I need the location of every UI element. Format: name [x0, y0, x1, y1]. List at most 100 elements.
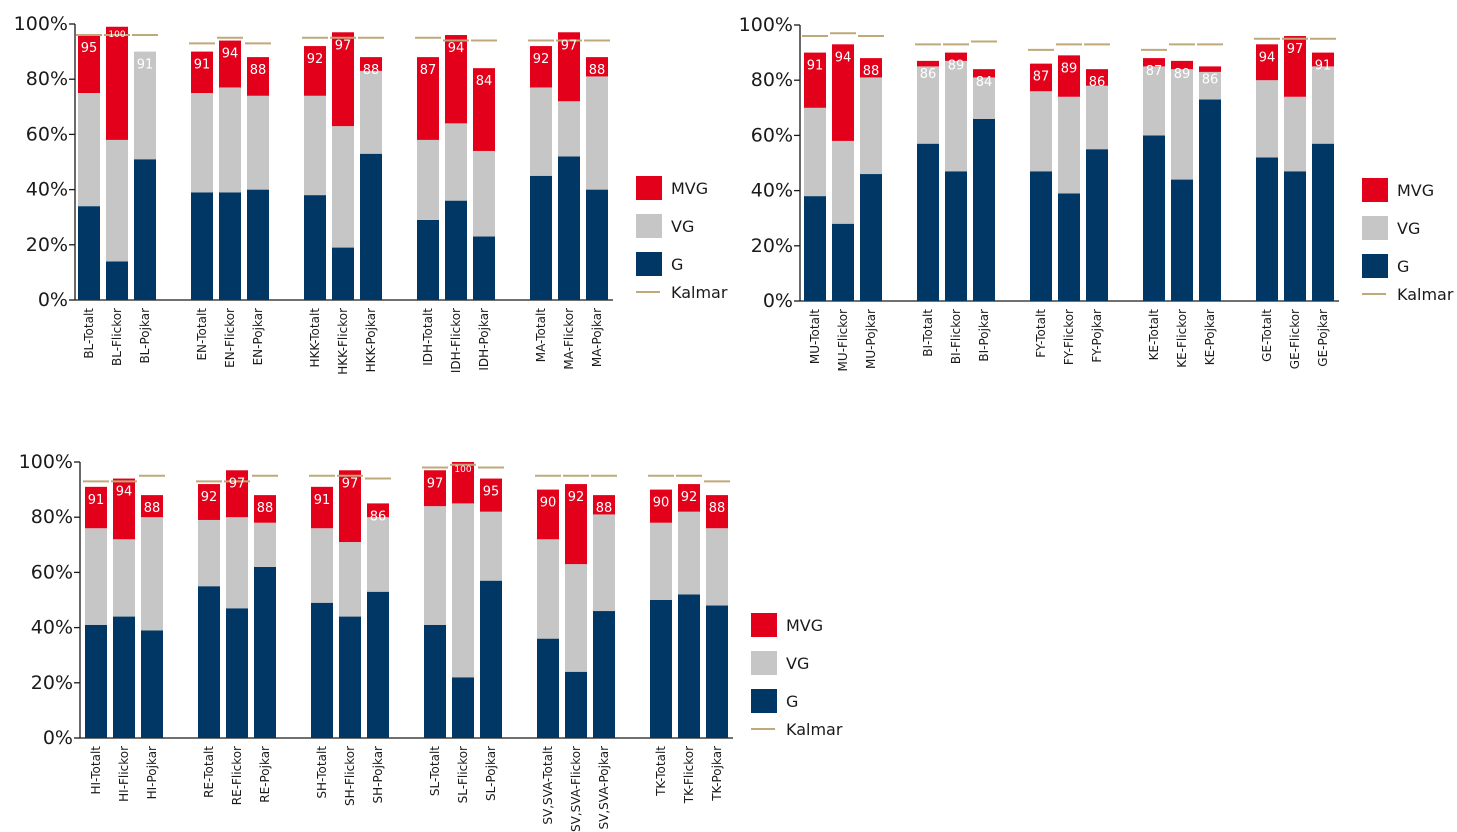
- category-label: EN-Totalt: [195, 308, 209, 361]
- category-label: BL-Pojkar: [138, 308, 152, 364]
- y-tick-label: 60%: [751, 124, 793, 146]
- category-label: RE-Pojkar: [258, 746, 272, 803]
- bar-mvg: [424, 470, 446, 507]
- data-label: 97: [1287, 42, 1304, 57]
- data-label: 92: [568, 490, 585, 505]
- legend-label-vg: VG: [786, 654, 809, 673]
- bar-g: [537, 638, 559, 738]
- bar-mvg: [1171, 60, 1193, 70]
- category-label: BI-Pojkar: [977, 309, 991, 362]
- bar-mvg: [480, 478, 502, 512]
- category-label: TK-Totalt: [654, 746, 668, 797]
- category-label: BI-Totalt: [921, 309, 935, 357]
- bar-vg: [480, 511, 502, 581]
- bar-g: [198, 586, 220, 738]
- bar-mvg: [85, 486, 107, 529]
- data-label: 86: [1202, 72, 1219, 87]
- bar-g: [945, 171, 967, 301]
- bar-g: [445, 200, 467, 300]
- category-label: GE-Pojkar: [1316, 309, 1330, 367]
- bar-mvg: [530, 46, 552, 88]
- y-tick-label: 20%: [31, 672, 73, 694]
- bar-mvg: [1199, 66, 1221, 72]
- bar-mvg: [537, 489, 559, 540]
- bar-g: [219, 192, 241, 300]
- bar-vg: [945, 60, 967, 172]
- bar-vg: [1058, 96, 1080, 194]
- category-label: MU-Pojkar: [864, 309, 878, 369]
- data-label: 87: [420, 63, 437, 78]
- bar-g: [1086, 149, 1108, 301]
- category-label: GE-Totalt: [1260, 309, 1274, 362]
- category-label: MA-Flickor: [562, 308, 576, 370]
- bar-vg: [78, 93, 100, 207]
- bar-vg: [247, 95, 269, 190]
- category-label: HI-Flickor: [117, 746, 131, 802]
- legend-label-g: G: [671, 255, 683, 274]
- bar-g: [1256, 157, 1278, 301]
- bar-mvg: [452, 462, 474, 504]
- category-label: TK-Pojkar: [710, 746, 724, 802]
- category-label: FY-Flickor: [1062, 309, 1076, 365]
- bar-g: [191, 192, 213, 300]
- category-label: IDH-Flickor: [449, 308, 463, 373]
- bar-g: [706, 605, 728, 738]
- legend-swatch-mvg: [751, 613, 777, 637]
- bar-mvg: [106, 26, 128, 140]
- data-label: 88: [257, 501, 274, 516]
- bar-mvg: [973, 69, 995, 78]
- bar-mvg: [78, 35, 100, 93]
- bar-mvg: [565, 484, 587, 565]
- data-label: 94: [448, 41, 465, 56]
- data-label: 88: [596, 501, 613, 516]
- data-label: 87: [1033, 70, 1050, 85]
- bar-g: [804, 196, 826, 301]
- bar-mvg: [706, 495, 728, 529]
- category-label: BL-Flickor: [110, 308, 124, 366]
- bar-g: [134, 159, 156, 300]
- data-label: 87: [1146, 64, 1163, 79]
- bar-g: [593, 611, 615, 738]
- bar-mvg: [1030, 63, 1052, 92]
- legend-label-kalmar: Kalmar: [671, 283, 728, 302]
- bar-mvg: [339, 470, 361, 543]
- bar-g: [973, 118, 995, 301]
- legend-swatch-g: [1362, 254, 1388, 278]
- data-label: 88: [250, 63, 267, 78]
- bar-mvg: [1058, 55, 1080, 97]
- bar-mvg: [113, 478, 135, 540]
- bar-g: [1030, 171, 1052, 301]
- bar-mvg: [1312, 52, 1334, 67]
- category-label: SL-Pojkar: [484, 746, 498, 801]
- bar-g: [304, 195, 326, 300]
- bar-mvg: [360, 57, 382, 71]
- bar-mvg: [141, 495, 163, 518]
- data-label: 97: [229, 476, 246, 491]
- data-label: 88: [709, 501, 726, 516]
- y-tick-label: 100%: [14, 13, 68, 35]
- data-label: 88: [589, 63, 606, 78]
- bar-g: [106, 261, 128, 300]
- category-label: HI-Totalt: [89, 746, 103, 795]
- legend-label-g: G: [1397, 257, 1409, 276]
- category-label: EN-Pojkar: [251, 308, 265, 365]
- bar-vg: [678, 511, 700, 595]
- bar-vg: [860, 77, 882, 175]
- category-label: IDH-Totalt: [421, 308, 435, 366]
- bar-mvg: [832, 44, 854, 141]
- bar-vg: [593, 514, 615, 612]
- data-label: 84: [476, 74, 493, 89]
- bar-mvg: [917, 60, 939, 67]
- category-label: FY-Pojkar: [1090, 309, 1104, 363]
- data-label: 91: [314, 493, 331, 508]
- bar-vg: [973, 77, 995, 119]
- bar-mvg: [417, 57, 439, 140]
- legend-swatch-vg: [1362, 216, 1388, 240]
- legend-label-mvg: MVG: [671, 179, 708, 198]
- data-label: 88: [363, 63, 380, 78]
- bar-g: [367, 591, 389, 738]
- chart-panel-1: 0% 20% 40% 60% 80% 100% 95 BL-Totalt 100 BL-Flick…: [14, 13, 728, 375]
- data-label: 88: [144, 501, 161, 516]
- bar-g: [226, 608, 248, 738]
